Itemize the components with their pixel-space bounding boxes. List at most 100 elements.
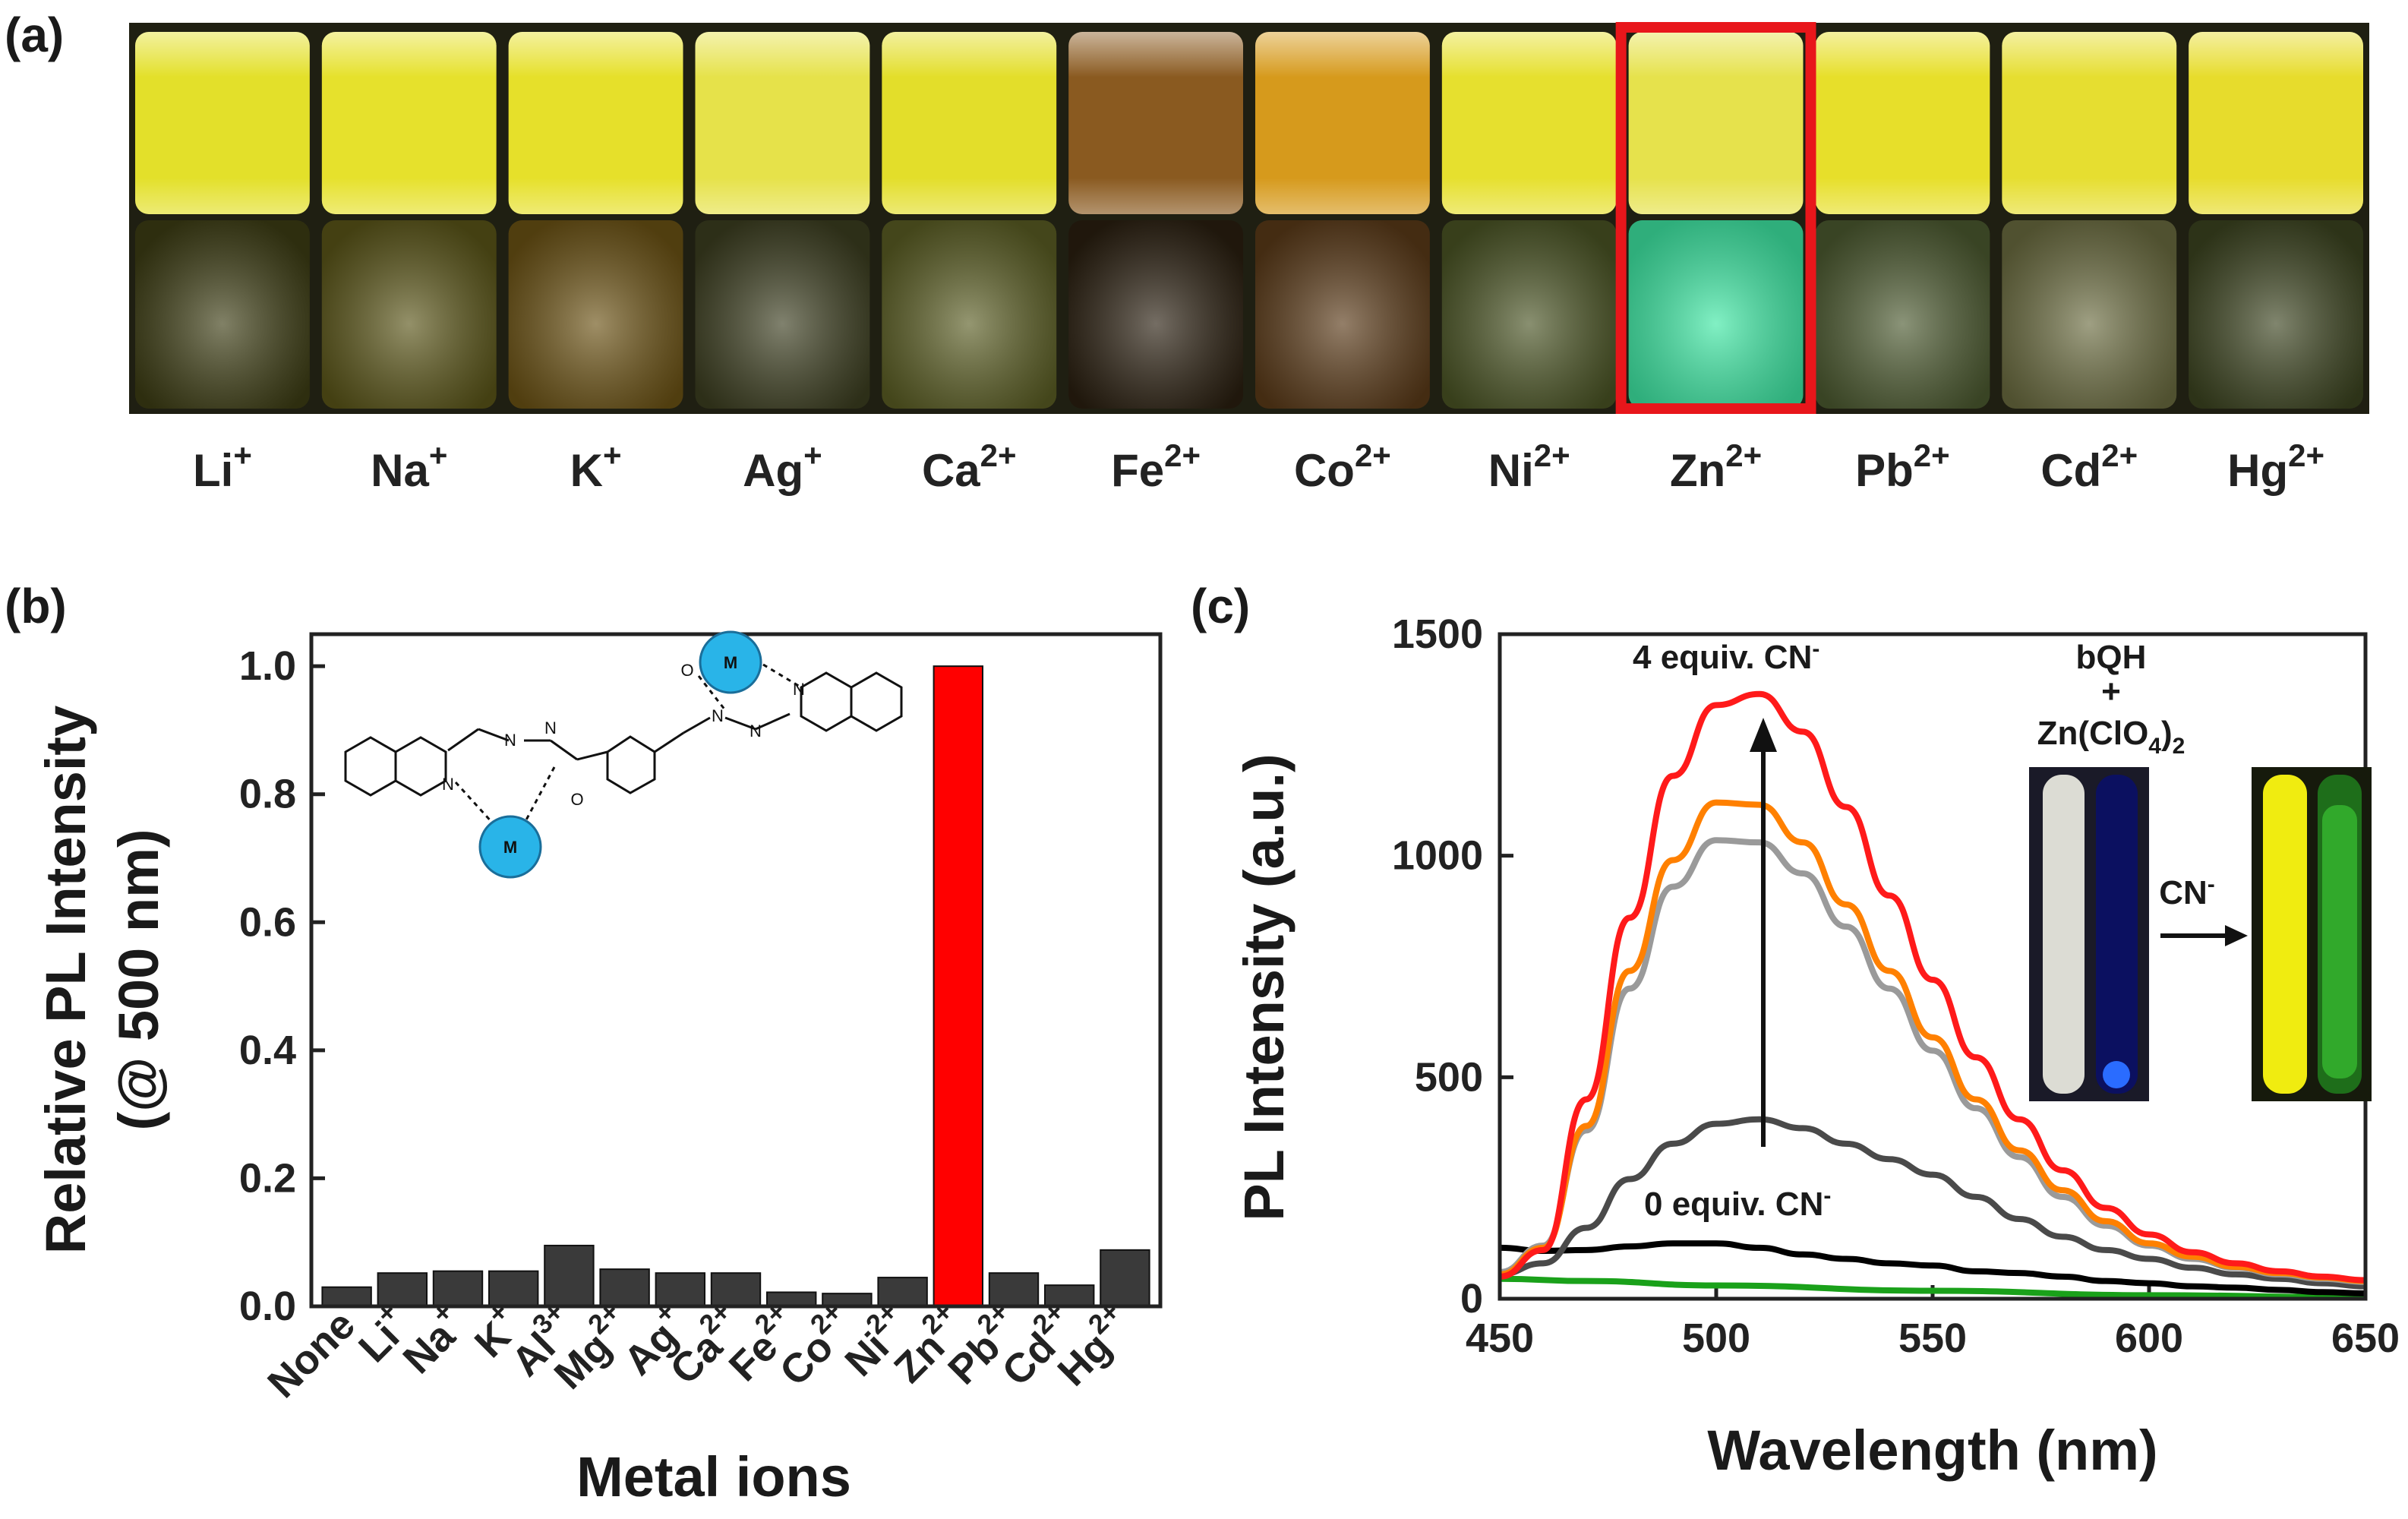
- ion-label: Pb2+: [1855, 437, 1950, 496]
- left-ring-1: [344, 736, 397, 797]
- bond: [576, 750, 608, 761]
- ion-labels-row: Li+ Na+ K+ Ag+ Ca2+ Fe2+ Co2+ Ni2+ Zn2+ Pb2+ Cd2+ H…: [193, 437, 2324, 496]
- daylight-vial-glass: [321, 32, 497, 214]
- c-x-tick-label: 500: [1682, 1315, 1750, 1361]
- coord-bond: [697, 675, 727, 711]
- coord-bond: [454, 781, 495, 826]
- metal-center-2: [699, 630, 762, 694]
- uv-vial-shade: [1255, 220, 1430, 409]
- before-uv-tube: [2096, 775, 2138, 1094]
- atom-o: O: [680, 661, 693, 680]
- bond: [550, 739, 578, 761]
- daylight-vials-row: [135, 32, 2363, 214]
- daylight-vial-glass: [2002, 32, 2177, 214]
- ion-label: Ag+: [743, 437, 822, 496]
- panel-label-a: (a): [5, 8, 64, 62]
- ion-label: Cd2+: [2040, 437, 2138, 496]
- series-line: [1499, 1275, 2366, 1301]
- b-ylabel-line1: Relative PL Intensity: [34, 706, 97, 1254]
- atom-n: N: [712, 706, 724, 725]
- uv-vial-shade: [1815, 220, 1990, 409]
- daylight-vial-glass: [1068, 32, 1243, 214]
- right-ring-2: [850, 671, 903, 732]
- ion-label: K+: [570, 437, 622, 496]
- atom-n: N: [544, 718, 557, 737]
- atom-n: N: [793, 680, 805, 699]
- bar: [988, 1272, 1040, 1307]
- uv-vial-shade: [882, 220, 1057, 409]
- before-uv-glow: [2103, 1061, 2130, 1088]
- ion-label: Zn2+: [1670, 437, 1762, 496]
- c-series: [1499, 690, 2366, 1301]
- daylight-vial-glass: [1628, 32, 1804, 214]
- bar: [544, 1244, 595, 1308]
- metal-label-1: M: [503, 838, 517, 857]
- daylight-vial-glass: [695, 32, 870, 214]
- c-x-tick-label: 650: [2331, 1315, 2400, 1361]
- bar-chart-b: Relative PL Intensity (@ 500 nm) 0.00.20…: [34, 630, 1163, 1508]
- c-y-tick-label: 0: [1460, 1276, 1483, 1322]
- trend-arrow-head: [1750, 718, 1777, 752]
- atom-n: N: [442, 775, 454, 794]
- b-y-tick-label: 0.2: [239, 1155, 296, 1201]
- uv-vial-shade: [508, 220, 683, 409]
- b-bars: [321, 665, 1150, 1308]
- inset-arrow-label: CN-: [2159, 872, 2215, 911]
- b-xlabel: Metal ions: [576, 1445, 851, 1508]
- bar: [599, 1268, 650, 1307]
- ion-label: Na+: [371, 437, 447, 496]
- zn-highlight-box: [1615, 22, 1816, 414]
- before-day-tube: [2043, 775, 2085, 1094]
- daylight-vial-glass: [882, 32, 1057, 214]
- bar: [710, 1272, 762, 1307]
- bond: [447, 728, 479, 752]
- ion-label: Hg2+: [2227, 437, 2324, 496]
- c-y-ticks: 0 500 1000 1500: [1392, 611, 1513, 1322]
- b-y-tick-label: 0.8: [239, 772, 296, 817]
- inset-arrow-head: [2225, 925, 2248, 946]
- daylight-vial-glass: [2189, 32, 2363, 214]
- chemical-structure-inset: [344, 663, 903, 826]
- series-line: [1499, 1116, 2366, 1290]
- ion-label: Ca2+: [922, 437, 1017, 496]
- cuvette-inset: bQH + Zn(ClO4)2 CN-: [2029, 639, 2372, 1101]
- ion-label: Fe2+: [1111, 437, 1201, 496]
- ion-label: Co2+: [1294, 437, 1391, 496]
- series-line: [1499, 690, 2366, 1284]
- series-line: [1499, 1240, 2366, 1296]
- uv-vial-shade: [1068, 220, 1243, 409]
- ion-label: Ni2+: [1488, 437, 1570, 496]
- c-xlabel: Wavelength (nm): [1707, 1419, 2157, 1482]
- metal-label-2: M: [724, 653, 737, 672]
- daylight-vial-glass: [1815, 32, 1990, 214]
- c-x-tick-label: 600: [2115, 1315, 2183, 1361]
- bond: [724, 716, 756, 731]
- uv-vial-shade: [135, 220, 310, 409]
- series-line: [1499, 799, 2366, 1284]
- daylight-vial-glass: [135, 32, 310, 214]
- center-ring: [606, 735, 656, 794]
- inset-line1: bQH: [2076, 639, 2147, 676]
- uv-vials-row: [135, 220, 2363, 409]
- uv-vial-shade: [2189, 220, 2363, 409]
- bar: [933, 665, 984, 1307]
- vial-photo: [129, 22, 2369, 414]
- right-ring-1: [800, 671, 853, 732]
- bond: [755, 712, 791, 731]
- bond: [683, 716, 711, 734]
- bond: [654, 731, 684, 753]
- b-ylabel-line2: (@ 500 nm): [107, 829, 170, 1130]
- b-y-tick-label: 1.0: [239, 643, 296, 689]
- panel-label-c: (c): [1191, 579, 1250, 633]
- bar: [488, 1270, 539, 1307]
- line-chart-c: PL Intensity (a.u.) 0 500 1000 1500 450 500 5…: [1232, 611, 2400, 1482]
- c-y-tick-label: 1500: [1392, 611, 1483, 657]
- uv-vial-shade: [321, 220, 497, 409]
- daylight-vial-glass: [1441, 32, 1617, 214]
- left-ring-2: [394, 736, 447, 797]
- ion-label: Li+: [193, 437, 252, 496]
- atom-n: N: [504, 731, 516, 750]
- c-y-tick-label: 500: [1415, 1054, 1483, 1100]
- panel-label-b: (b): [5, 579, 67, 633]
